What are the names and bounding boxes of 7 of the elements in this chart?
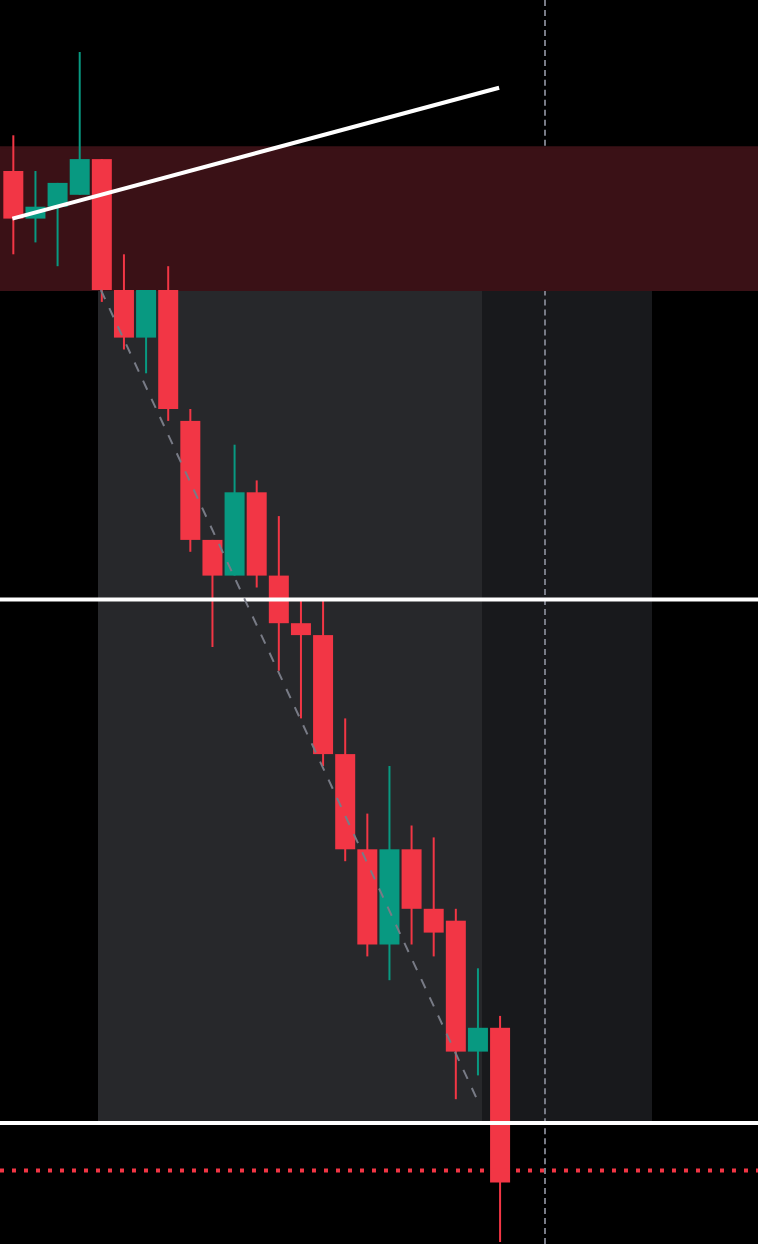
candlestick xyxy=(113,253,134,351)
candlestick xyxy=(136,289,157,375)
candlestick xyxy=(202,538,223,648)
candlestick xyxy=(268,515,289,672)
candlestick xyxy=(467,967,488,1077)
candlestick xyxy=(290,598,311,720)
candlestick xyxy=(3,134,24,256)
